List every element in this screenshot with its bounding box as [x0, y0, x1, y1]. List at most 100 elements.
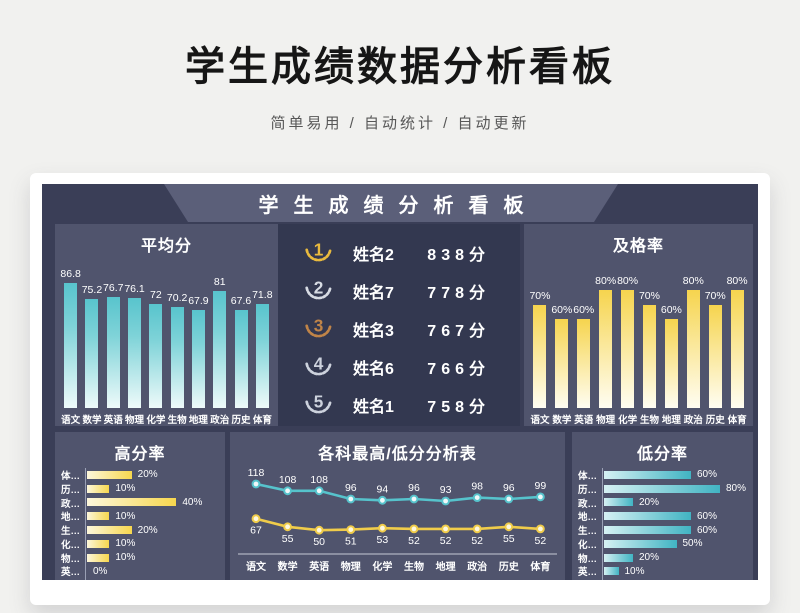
hbar-value-label: 20% — [137, 469, 158, 481]
hbar — [87, 498, 177, 507]
svg-text:物理: 物理 — [341, 560, 361, 573]
hbar-track: 10% — [85, 550, 221, 565]
hbar-category-label: 英… — [578, 567, 598, 579]
line-chart-svg: 118 108 108 96 94 96 93 98 96 99 67 55 50 51 53 52 52 52 5… — [238, 467, 557, 573]
bar-category-label: 体育 — [252, 415, 272, 426]
bar — [599, 290, 613, 408]
hbar-row: 物… 20% — [578, 550, 749, 565]
hbar-row: 政… 20% — [578, 495, 749, 510]
svg-text:4: 4 — [314, 353, 324, 373]
ranking-row: 1 姓名2 838分 — [302, 234, 490, 272]
bar-column: 70.2 生物 — [166, 258, 187, 426]
hbar — [604, 539, 677, 548]
hbar-category-label: 数… — [578, 578, 602, 580]
bar-category-label: 地理 — [661, 415, 681, 426]
bar-column: 70% 历史 — [704, 258, 726, 426]
hbar-value-label: 10% — [115, 510, 136, 522]
bar-category-label: 物理 — [596, 415, 616, 426]
board-title-banner: 学生成绩分析看板 — [164, 184, 618, 222]
bar-category-label: 语文 — [530, 415, 550, 426]
bar-category-label: 数学 — [552, 415, 572, 426]
hbar-track: 10% — [85, 481, 221, 496]
top-panels-row: 平均分 86.8 语文 75.2 数学 76.7 英语 76.1 物理 72 化学 70.2 生物 67… — [55, 224, 753, 426]
hbar — [604, 484, 720, 493]
laurel-medal-icon: 4 — [305, 353, 332, 375]
bar — [213, 291, 227, 408]
bar-value-label: 72 — [149, 289, 162, 301]
bar-column: 80% 化学 — [617, 258, 639, 426]
low-score-rate-title: 低分率 — [636, 446, 688, 463]
hbar — [87, 470, 132, 479]
hbar-row: 物… 10% — [61, 550, 221, 565]
bar-value-label: 60% — [551, 304, 573, 316]
panel-total-score-ranking: 1 姓名2 838分 2 姓名7 778分 3 姓名3 767分 4 姓名6 766分 5 姓名1 758分 — [278, 224, 520, 426]
total-score: 758分 — [427, 399, 490, 416]
bar-column: 60% 英语 — [573, 258, 595, 426]
hbar-track: 0% — [85, 578, 221, 580]
hbar — [87, 484, 110, 493]
bar-value-label: 70.2 — [166, 292, 188, 304]
hbar-category-label: 生… — [578, 526, 598, 538]
bar-category-label: 语文 — [61, 415, 81, 426]
hbar-value-label: 0% — [93, 565, 108, 577]
hbar-value-label: 20% — [639, 496, 660, 508]
bar-value-label: 60% — [573, 304, 595, 316]
bar — [255, 304, 269, 408]
hbar-category-label: 体… — [61, 470, 81, 482]
bar — [664, 319, 678, 408]
bar-column: 67.9 地理 — [188, 258, 209, 426]
student-name: 姓名2 — [353, 247, 394, 264]
bar-category-label: 英语 — [574, 415, 594, 426]
hbar-track: 50% — [602, 536, 749, 551]
hbar-category-label: 化… — [578, 539, 598, 551]
laurel-medal-icon: 2 — [305, 277, 332, 299]
bar-category-label: 生物 — [639, 415, 659, 426]
svg-text:55: 55 — [503, 533, 515, 545]
hbar-row: 生… 20% — [61, 523, 221, 537]
svg-text:历史: 历史 — [499, 560, 520, 573]
hbar-track: 10% — [602, 564, 749, 579]
bar-column: 76.7 英语 — [103, 258, 124, 426]
hbar-track: 40% — [85, 495, 221, 510]
bar-category-label: 物理 — [125, 415, 145, 426]
bar-value-label: 60% — [660, 304, 682, 316]
hbar-track: 40% — [602, 578, 749, 580]
hbar-row: 历… 10% — [61, 481, 221, 496]
bar-value-label: 70% — [704, 290, 726, 302]
svg-text:118: 118 — [248, 467, 265, 479]
bar-column: 76.1 物理 — [124, 258, 145, 426]
total-score: 838分 — [427, 247, 490, 264]
svg-text:52: 52 — [440, 535, 452, 547]
hbar-value-label: 10% — [115, 552, 136, 564]
page-title: 学生成绩数据分析看板 — [185, 45, 615, 89]
student-name: 姓名6 — [353, 361, 394, 378]
hbar-category-label: 生… — [61, 526, 81, 538]
hbar-row: 体… 60% — [578, 468, 749, 482]
total-score: 766分 — [427, 361, 490, 378]
hbar-value-label: 20% — [639, 552, 660, 564]
average-score-bar-chart: 86.8 语文 75.2 数学 76.7 英语 76.1 物理 72 化学 70.2 生物 67.9 地理… — [55, 258, 278, 426]
hbar-value-label: 50% — [682, 538, 703, 550]
bar-value-label: 76.1 — [124, 283, 145, 295]
hbar — [87, 512, 110, 521]
hbar-row: 数…40% — [578, 578, 749, 580]
bar — [128, 298, 142, 408]
hbar-category-label: 化… — [61, 539, 81, 551]
hbar — [87, 553, 110, 562]
hbar-track: 20% — [85, 468, 221, 482]
svg-text:50: 50 — [313, 536, 325, 548]
bar-column: 67.6 历史 — [230, 258, 251, 426]
laurel-medal-icon: 5 — [305, 391, 332, 413]
bar — [533, 305, 547, 408]
svg-text:51: 51 — [345, 536, 357, 548]
svg-text:生物: 生物 — [404, 560, 424, 573]
bar-value-label: 81 — [213, 276, 226, 288]
hbar-row: 政… 40% — [61, 495, 221, 510]
bar-category-label: 政治 — [683, 415, 703, 426]
laurel-medal-icon: 3 — [305, 315, 332, 337]
board-title: 学生成绩分析看板 — [258, 194, 539, 217]
page-subtitle: 简单易用 / 自动统计 / 自动更新 — [270, 115, 530, 132]
bar-category-label: 体育 — [727, 415, 747, 426]
svg-text:108: 108 — [279, 474, 297, 486]
bar-value-label: 86.8 — [60, 268, 81, 280]
